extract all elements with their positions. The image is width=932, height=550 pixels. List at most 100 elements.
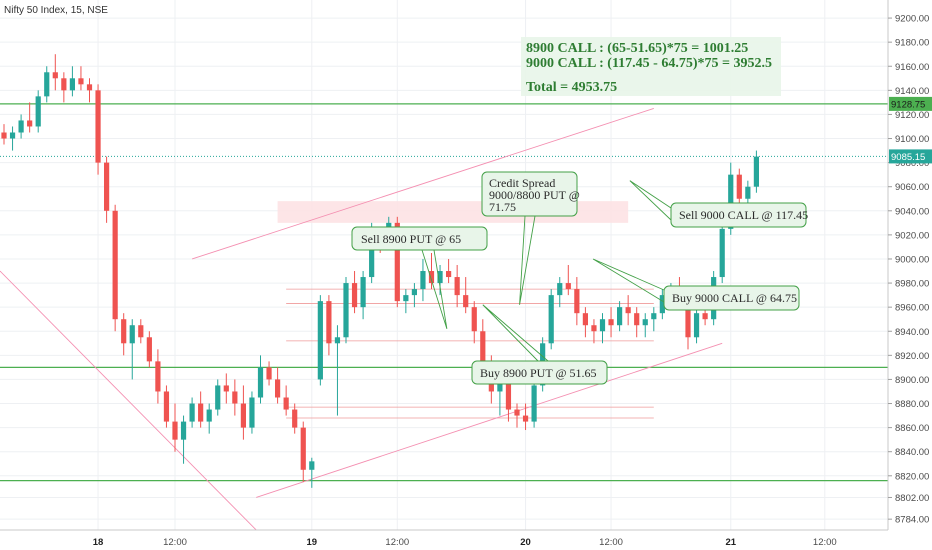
y-tick-label: 8784.00 [895, 515, 929, 526]
leader-credit-spread [520, 216, 535, 305]
x-tick-label: 19 [307, 537, 318, 548]
candle-body [412, 289, 417, 295]
y-tick-label: 9160.00 [895, 62, 929, 73]
candle-body [343, 283, 348, 337]
callout-buy-8900-put-text: Buy 8900 PUT @ 51.65 [480, 366, 597, 380]
candle-body [634, 313, 639, 325]
candle-body [78, 78, 83, 84]
candle-body [207, 410, 212, 422]
candle-body [737, 175, 742, 199]
candle-body [53, 72, 58, 78]
candle-body [275, 379, 280, 397]
candle-body [754, 157, 759, 187]
candle-body [608, 319, 613, 325]
candle-body [600, 319, 605, 331]
candle-body [455, 277, 460, 295]
candle-body [19, 120, 24, 132]
candles-layer [1, 54, 759, 488]
callout-sell-8900-put-text: Sell 8900 PUT @ 65 [361, 232, 461, 246]
candle-body [472, 307, 477, 331]
candle-body [95, 90, 100, 162]
pnl-total: Total = 4953.75 [526, 80, 617, 95]
callout-credit-spread-line3: 71.75 [489, 200, 516, 214]
candle-body [403, 295, 408, 301]
candle-body [215, 385, 220, 409]
last-price-tag-label: 9085.15 [891, 152, 925, 163]
candle-body [745, 187, 750, 199]
candle-body [1, 133, 6, 139]
candle-body [591, 325, 596, 331]
candle-body [574, 289, 579, 313]
candle-body [172, 422, 177, 440]
y-tick-label: 8802.00 [895, 493, 929, 504]
candle-body [121, 319, 126, 343]
candle-body [138, 325, 143, 337]
candle-body [181, 422, 186, 440]
candle-body [232, 391, 237, 403]
candle-body [566, 283, 571, 289]
y-tick-label: 9020.00 [895, 230, 929, 241]
candle-body [190, 404, 195, 422]
candle-body [61, 78, 66, 90]
y-tick-label: 8840.00 [895, 447, 929, 458]
candle-body [446, 271, 451, 277]
candle-body [326, 301, 331, 343]
candle-body [70, 78, 75, 90]
y-tick-label: 9200.00 [895, 14, 929, 25]
candle-body [44, 72, 49, 96]
candle-body [335, 337, 340, 343]
candle-body [27, 120, 32, 126]
y-tick-label: 8860.00 [895, 423, 929, 434]
candle-body [292, 410, 297, 428]
y-tick-label: 8820.00 [895, 471, 929, 482]
candle-body [514, 410, 519, 416]
level-price-tag-label: 9128.75 [891, 99, 925, 110]
candle-body [626, 307, 631, 313]
candle-body [352, 283, 357, 307]
y-tick-label: 9000.00 [895, 254, 929, 265]
y-tick-label: 9040.00 [895, 206, 929, 217]
candle-body [523, 416, 528, 422]
y-tick-label: 8900.00 [895, 375, 929, 386]
y-tick-label: 9140.00 [895, 86, 929, 97]
candle-body [420, 271, 425, 289]
x-tick-label: 12:00 [599, 537, 623, 548]
candle-body [224, 385, 229, 391]
candle-body [532, 385, 537, 421]
pnl-line-9000-call: 9000 CALL : (117.45 - 64.75)*75 = 3952.5 [526, 56, 772, 71]
x-tick-label: 20 [520, 537, 531, 548]
y-tick-label: 9180.00 [895, 38, 929, 49]
candle-body [463, 295, 468, 307]
y-tick-label: 8960.00 [895, 303, 929, 314]
candle-body [198, 404, 203, 422]
candle-body [361, 277, 366, 307]
candle-body [617, 307, 622, 325]
callout-buy-9000-call-text: Buy 9000 CALL @ 64.75 [672, 291, 797, 305]
candle-body [549, 295, 554, 343]
candle-body [147, 337, 152, 361]
gridlines [0, 0, 932, 530]
candle-body [249, 398, 254, 428]
candle-body [164, 391, 169, 421]
candle-body [318, 301, 323, 379]
y-tick-label: 9100.00 [895, 134, 929, 145]
candle-body [104, 163, 109, 211]
candle-body [36, 96, 41, 126]
candle-body [557, 283, 562, 295]
candle-body [720, 229, 725, 277]
y-tick-label: 8880.00 [895, 399, 929, 410]
x-tick-label: 12:00 [813, 537, 837, 548]
candle-body [651, 313, 656, 319]
leader-buy-8900-put [483, 305, 548, 361]
y-tick-label: 8980.00 [895, 279, 929, 290]
candle-body [10, 133, 15, 139]
y-tick-label: 8920.00 [895, 351, 929, 362]
x-tick-label: 21 [725, 537, 736, 548]
time-axis-panel [0, 530, 932, 550]
candle-body [309, 461, 314, 469]
candle-body [583, 313, 588, 325]
candle-body [301, 428, 306, 470]
candle-body [241, 404, 246, 428]
